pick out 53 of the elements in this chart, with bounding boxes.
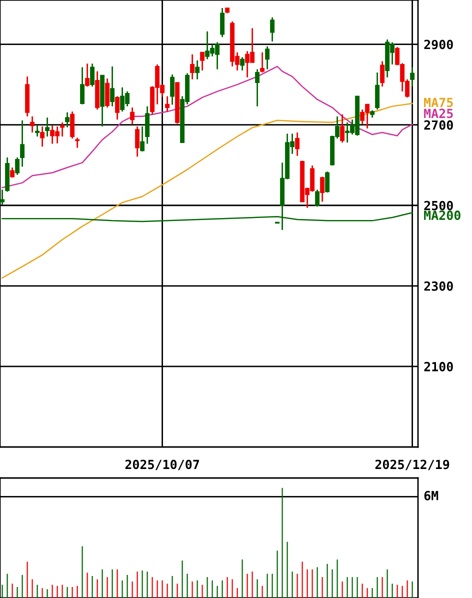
candlestick — [340, 114, 345, 144]
candlestick — [380, 60, 385, 88]
candlestick — [195, 60, 200, 80]
candlestick — [265, 46, 270, 70]
y-tick-label: 2300 — [424, 281, 453, 291]
candlestick — [65, 112, 70, 128]
candlestick — [410, 66, 415, 88]
candlestick — [0, 188, 5, 206]
candlestick — [260, 52, 265, 74]
line-series — [2, 66, 413, 188]
candlestick — [35, 124, 40, 138]
series-label: MA75 — [424, 98, 453, 108]
candlestick — [85, 62, 90, 88]
candlestick — [15, 156, 20, 176]
candlestick — [145, 106, 150, 144]
series-label: MA200 — [424, 210, 460, 220]
x-tick-label: 2025/10/07 — [125, 460, 199, 470]
y-tick-label: 2100 — [424, 362, 453, 372]
candlestick — [80, 66, 85, 105]
y-tick-label: 2900 — [424, 40, 453, 50]
candlestick — [45, 116, 50, 138]
candlestick — [115, 96, 120, 120]
candlestick — [110, 66, 115, 108]
candlestick — [170, 74, 175, 106]
candlestick — [70, 110, 75, 140]
candlestick — [375, 72, 380, 110]
y-tick-label: 2500 — [424, 200, 453, 210]
candlestick — [315, 188, 320, 208]
series-label: MA25 — [424, 108, 453, 118]
y-tick-label: 2700 — [424, 120, 453, 130]
candlestick — [220, 7, 225, 38]
candlestick — [140, 126, 145, 152]
line-series — [2, 102, 413, 278]
candlestick — [295, 132, 300, 157]
candlestick — [90, 62, 95, 88]
candlestick — [130, 106, 135, 126]
candlestick — [325, 170, 330, 194]
x-tick-label: 2025/12/19 — [375, 460, 450, 470]
candlestick — [270, 16, 275, 42]
candlestick — [320, 176, 325, 202]
candlestick — [40, 126, 45, 148]
candlestick — [20, 120, 25, 168]
candlestick — [105, 78, 110, 108]
candlestick — [30, 116, 35, 134]
candlestick — [200, 52, 205, 72]
candlestick — [165, 96, 170, 112]
candlestick — [60, 122, 65, 138]
candlestick — [255, 68, 260, 108]
ref-line-label: 6M — [424, 490, 438, 500]
candlestick — [135, 126, 140, 158]
candlestick — [240, 56, 245, 72]
candlestick — [75, 137, 80, 148]
candlestick — [190, 54, 195, 80]
